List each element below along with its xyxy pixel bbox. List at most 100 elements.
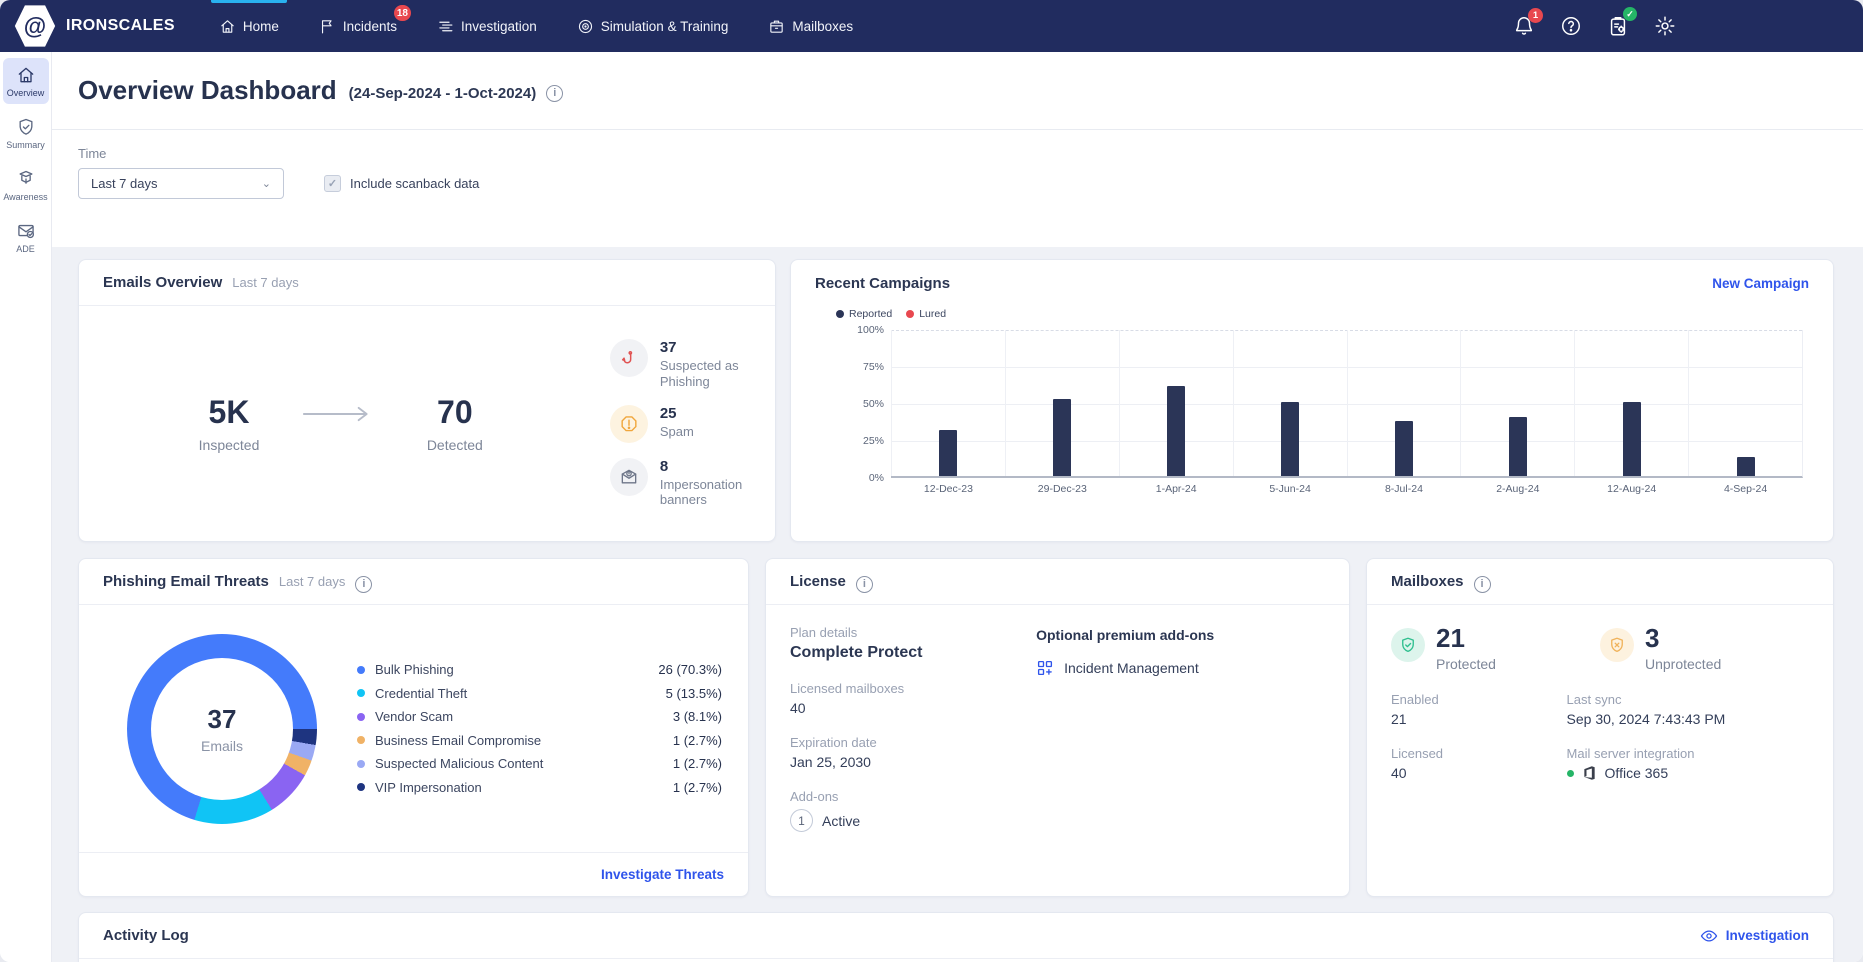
target-icon xyxy=(577,18,594,35)
legend-dot xyxy=(906,310,914,318)
x-axis-label: 12-Aug-24 xyxy=(1607,483,1656,495)
protected-value: 21 xyxy=(1436,625,1496,651)
time-range-select[interactable]: Last 7 days ⌄ xyxy=(78,168,284,199)
investigate-threats-link[interactable]: Investigate Threats xyxy=(601,867,724,882)
awareness-icon xyxy=(16,169,36,189)
top-navbar: @ IRONSCALES Home Incidents18 Investigatio… xyxy=(0,0,1863,52)
emails-overview-title: Emails Overview xyxy=(103,274,222,291)
activity-log-title: Activity Log xyxy=(103,927,189,944)
threat-legend-credential-theft: Credential Theft5 (13.5%) xyxy=(357,682,722,706)
threat-legend-bulk-phishing: Bulk Phishing26 (70.3%) xyxy=(357,658,722,682)
bar-reported xyxy=(1395,421,1413,476)
x-axis-label: 2-Aug-24 xyxy=(1496,483,1539,495)
sidebar-item-ade[interactable]: ADE xyxy=(3,214,49,260)
question-icon xyxy=(1560,15,1582,37)
x-axis-label: 12-Dec-23 xyxy=(924,483,973,495)
licensed-mailboxes-label: Licensed mailboxes xyxy=(790,681,1036,696)
scanback-checkbox[interactable]: ✓ xyxy=(324,175,341,192)
bar-group-5-jun-24: 5-Jun-24 xyxy=(1233,330,1347,476)
flag-icon xyxy=(319,18,336,35)
campaigns-bar-chart: 0%25%50%75%100%12-Dec-2329-Dec-231-Apr-2… xyxy=(891,330,1803,478)
enabled-label: Enabled xyxy=(1391,692,1567,707)
premium-addon-label: Incident Management xyxy=(1064,660,1199,676)
expiration-date-label: Expiration date xyxy=(790,735,1036,750)
hook-icon xyxy=(610,339,648,377)
y-axis-tick: 100% xyxy=(857,324,884,336)
sidebar-item-overview[interactable]: Overview xyxy=(3,58,49,104)
sidebar-item-awareness[interactable]: Awareness xyxy=(3,162,49,208)
nav-item-incidents[interactable]: Incidents18 xyxy=(319,0,397,52)
phishing-threats-period: Last 7 days xyxy=(279,574,346,589)
main-nav: Home Incidents18 Investigation Simulation &… xyxy=(219,0,853,52)
sidebar-item-summary[interactable]: Summary xyxy=(3,110,49,156)
unprotected-label: Unprotected xyxy=(1645,656,1721,672)
bars-area: 12-Dec-2329-Dec-231-Apr-245-Jun-248-Jul-… xyxy=(891,330,1802,476)
notifications-badge: 1 xyxy=(1528,8,1543,23)
mailboxes-card: Mailboxes i 21 Protected xyxy=(1366,558,1834,897)
campaigns-chart-legend: Reported Lured xyxy=(836,308,1813,320)
integration-label: Mail server integration xyxy=(1567,746,1809,761)
nav-item-home[interactable]: Home xyxy=(219,0,279,52)
mailbox-icon xyxy=(768,18,785,35)
legend-item-reported: Reported xyxy=(836,308,892,320)
donut-center-value: 37 xyxy=(208,704,237,735)
dashboard-content: Emails Overview Last 7 days 5K Inspected… xyxy=(52,247,1863,962)
ironscales-logo[interactable]: @ IRONSCALES xyxy=(14,4,175,48)
detected-label: Detected xyxy=(400,437,510,453)
system-health-button[interactable]: ✓ xyxy=(1606,14,1630,38)
protected-label: Protected xyxy=(1436,656,1496,672)
email-stat-suspected-as-phishing: 37Suspected as Phishing xyxy=(610,339,775,389)
alert-icon xyxy=(610,405,648,443)
bar-group-12-aug-24: 12-Aug-24 xyxy=(1574,330,1688,476)
scanback-label: Include scanback data xyxy=(350,176,479,191)
phishing-threats-title: Phishing Email Threats xyxy=(103,573,269,590)
navbar-actions: 1 ✓ xyxy=(1512,0,1677,52)
notifications-button[interactable]: 1 xyxy=(1512,14,1536,38)
addons-label: Add-ons xyxy=(790,789,1036,804)
last-sync-value: Sep 30, 2024 7:43:43 PM xyxy=(1567,711,1809,727)
bar-reported xyxy=(939,430,957,476)
bar-reported xyxy=(1737,457,1755,476)
bar-reported xyxy=(1053,399,1071,476)
bar-group-12-dec-23: 12-Dec-23 xyxy=(891,330,1005,476)
legend-dot xyxy=(357,689,365,697)
x-axis-label: 1-Apr-24 xyxy=(1156,483,1197,495)
filter-bar: Time Last 7 days ⌄ ✓ Include scanback da… xyxy=(52,130,1863,247)
home-icon xyxy=(219,18,236,35)
legend-dot xyxy=(357,783,365,791)
recent-campaigns-title: Recent Campaigns xyxy=(815,275,950,292)
bar-reported xyxy=(1623,402,1641,476)
enabled-value: 21 xyxy=(1391,711,1567,727)
settings-button[interactable] xyxy=(1653,14,1677,38)
date-range: (24-Sep-2024 - 1-Oct-2024) xyxy=(349,85,537,102)
envelope-check-icon xyxy=(16,221,36,241)
health-ok-badge: ✓ xyxy=(1623,7,1637,21)
help-button[interactable] xyxy=(1559,14,1583,38)
bar-group-2-aug-24: 2-Aug-24 xyxy=(1460,330,1574,476)
activity-log-card: Activity Log Investigation xyxy=(78,912,1834,962)
nav-item-simulation-training[interactable]: Simulation & Training xyxy=(577,0,729,52)
premium-addons-title: Optional premium add-ons xyxy=(1036,627,1214,643)
email-stat-impersonation-banners: 8Impersonation banners xyxy=(610,458,775,508)
bar-group-4-sep-24: 4-Sep-24 xyxy=(1688,330,1802,476)
app-window: @ IRONSCALES Home Incidents18 Investigatio… xyxy=(0,0,1863,962)
license-title: License xyxy=(790,573,846,590)
new-campaign-link[interactable]: New Campaign xyxy=(1712,276,1809,291)
addons-status: Active xyxy=(822,813,860,829)
grid-plus-icon xyxy=(1036,659,1054,677)
info-icon[interactable]: i xyxy=(355,576,372,593)
x-axis-label: 8-Jul-24 xyxy=(1385,483,1423,495)
legend-item-lured: Lured xyxy=(906,308,946,320)
unprotected-value: 3 xyxy=(1645,625,1721,651)
nav-item-mailboxes[interactable]: Mailboxes xyxy=(768,0,853,52)
premium-addon-item[interactable]: Incident Management xyxy=(1036,659,1214,677)
legend-dot xyxy=(357,736,365,744)
investigation-link[interactable]: Investigation xyxy=(1700,927,1809,945)
info-icon[interactable]: i xyxy=(856,576,873,593)
nav-item-investigation[interactable]: Investigation xyxy=(437,0,537,52)
last-sync-label: Last sync xyxy=(1567,692,1809,707)
status-dot xyxy=(1567,770,1574,777)
info-icon[interactable]: i xyxy=(1474,576,1491,593)
info-icon[interactable]: i xyxy=(546,85,563,102)
shield-x-icon xyxy=(1608,636,1626,654)
